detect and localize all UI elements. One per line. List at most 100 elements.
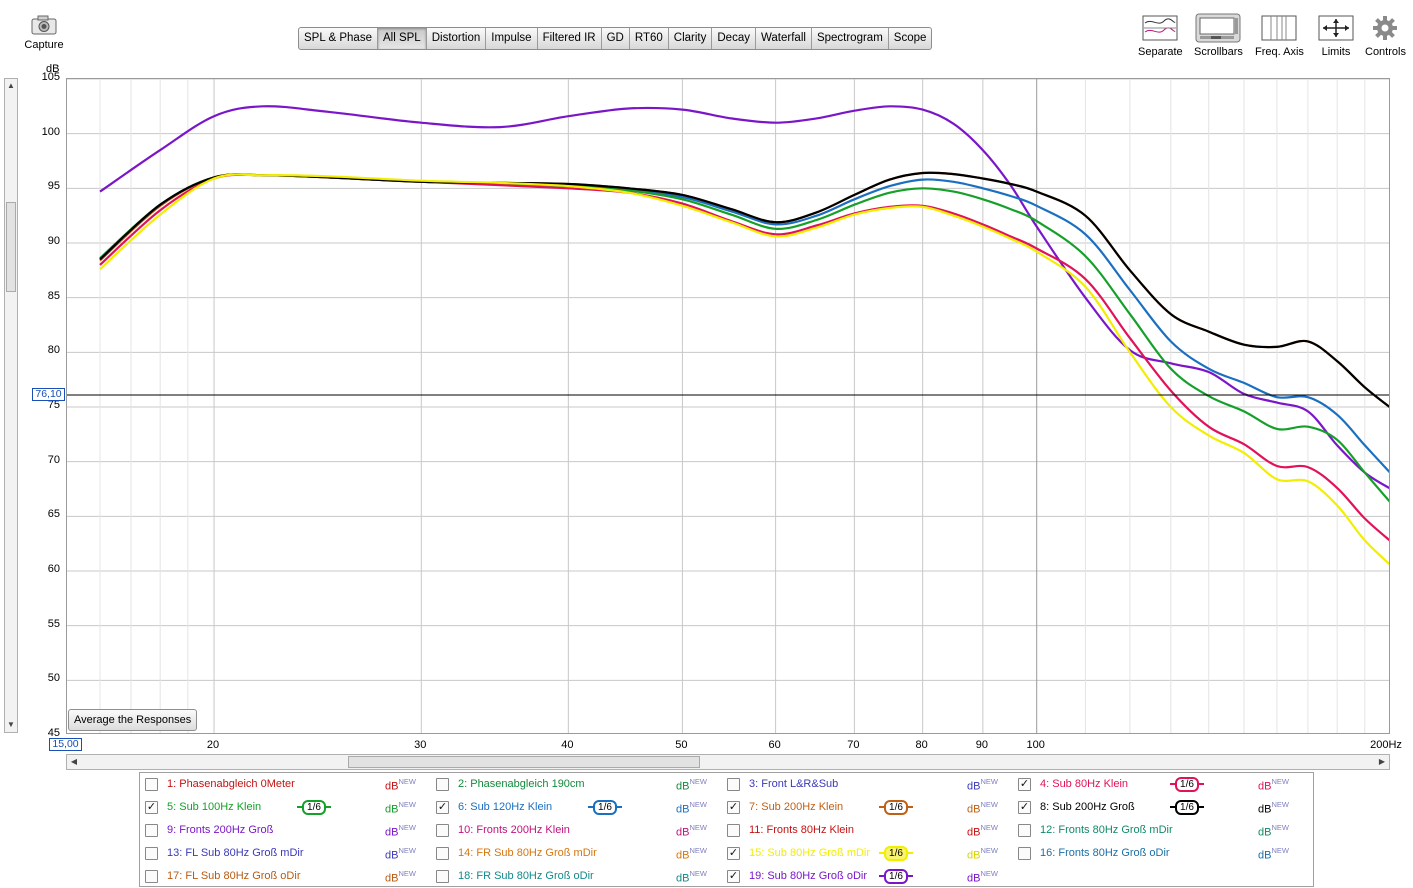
- db-new-indicator[interactable]: dBNEW: [385, 800, 416, 816]
- db-label: dB: [967, 803, 981, 816]
- db-new-indicator[interactable]: dBNEW: [385, 823, 416, 839]
- measurement-checkbox[interactable]: ✓: [727, 870, 740, 883]
- db-new-indicator[interactable]: dBNEW: [967, 800, 998, 816]
- db-new-indicator[interactable]: dBNEW: [676, 777, 707, 793]
- scroll-up-icon[interactable]: ▲: [7, 81, 15, 90]
- measurement-checkbox[interactable]: [727, 824, 740, 837]
- measurement-checkbox[interactable]: [436, 870, 449, 883]
- measurement-checkbox[interactable]: ✓: [727, 847, 740, 860]
- legend-item: 10: Fronts 200Hz Klein dBNEW: [436, 821, 721, 841]
- db-new-indicator[interactable]: dBNEW: [1258, 777, 1289, 793]
- measurement-name[interactable]: 2: Phasenabgleich 190cm: [458, 778, 585, 790]
- tab-distortion[interactable]: Distortion: [427, 28, 487, 49]
- spl-plot[interactable]: [66, 78, 1390, 734]
- measurement-name[interactable]: 15: Sub 80Hz Groß mDir: [749, 847, 871, 859]
- measurement-name[interactable]: 1: Phasenabgleich 0Meter: [167, 778, 295, 790]
- db-new-indicator[interactable]: dBNEW: [967, 869, 998, 885]
- tab-gd[interactable]: GD: [602, 28, 630, 49]
- measurement-name[interactable]: 9: Fronts 200Hz Groß: [167, 824, 274, 836]
- db-new-indicator[interactable]: dBNEW: [676, 800, 707, 816]
- smoothing-indicator[interactable]: 1/6: [879, 846, 913, 861]
- tab-rt60[interactable]: RT60: [630, 28, 669, 49]
- measurement-name[interactable]: 3: Front L&R&Sub: [749, 778, 839, 790]
- tab-spl-phase[interactable]: SPL & Phase: [299, 28, 378, 49]
- scroll-right-icon[interactable]: ▶: [1378, 757, 1386, 766]
- horizontal-scrollbar[interactable]: ◀ ▶: [66, 754, 1390, 770]
- measurement-checkbox[interactable]: ✓: [727, 801, 740, 814]
- measurement-checkbox[interactable]: ✓: [436, 801, 449, 814]
- measurement-name[interactable]: 13: FL Sub 80Hz Groß mDir: [167, 847, 304, 859]
- measurement-name[interactable]: 10: Fronts 200Hz Klein: [458, 824, 570, 836]
- measurement-name[interactable]: 11: Fronts 80Hz Klein: [749, 824, 854, 836]
- measurement-name[interactable]: 12: Fronts 80Hz Groß mDir: [1040, 824, 1173, 836]
- tab-filtered-ir[interactable]: Filtered IR: [538, 28, 602, 49]
- measurement-name[interactable]: 8: Sub 200Hz Groß: [1040, 801, 1135, 813]
- tab-spectrogram[interactable]: Spectrogram: [812, 28, 889, 49]
- measurement-name[interactable]: 19: Sub 80Hz Groß oDir: [749, 870, 867, 882]
- y-tick-label: 75: [47, 399, 60, 411]
- smoothing-indicator[interactable]: 1/6: [879, 800, 913, 815]
- measurement-checkbox[interactable]: [436, 778, 449, 791]
- tab-decay[interactable]: Decay: [712, 28, 756, 49]
- limits-button[interactable]: Limits: [1318, 14, 1354, 58]
- average-responses-button[interactable]: Average the Responses: [68, 709, 198, 731]
- measurement-checkbox[interactable]: [436, 847, 449, 860]
- measurement-checkbox[interactable]: [727, 778, 740, 791]
- smoothing-label: 1/6: [1175, 800, 1199, 815]
- tab-waterfall[interactable]: Waterfall: [756, 28, 812, 49]
- controls-button[interactable]: Controls: [1365, 14, 1406, 58]
- measurement-name[interactable]: 17: FL Sub 80Hz Groß oDir: [167, 870, 301, 882]
- measurement-checkbox[interactable]: [1018, 824, 1031, 837]
- vertical-scroll-thumb[interactable]: [6, 202, 16, 292]
- db-new-indicator[interactable]: dBNEW: [1258, 846, 1289, 862]
- smoothing-indicator[interactable]: 1/6: [588, 800, 622, 815]
- db-new-indicator[interactable]: dBNEW: [676, 846, 707, 862]
- smoothing-indicator[interactable]: 1/6: [879, 869, 913, 884]
- db-new-indicator[interactable]: dBNEW: [676, 823, 707, 839]
- separate-button[interactable]: Separate: [1138, 14, 1183, 58]
- scroll-down-icon[interactable]: ▼: [7, 720, 15, 729]
- measurement-name[interactable]: 16: Fronts 80Hz Groß oDir: [1040, 847, 1170, 859]
- freq-axis-button[interactable]: Freq. Axis: [1255, 14, 1304, 58]
- measurement-checkbox[interactable]: [145, 870, 158, 883]
- db-new-indicator[interactable]: dBNEW: [967, 777, 998, 793]
- measurement-checkbox[interactable]: ✓: [1018, 778, 1031, 791]
- cursor-value[interactable]: 76,10: [32, 388, 65, 401]
- measurement-name[interactable]: 5: Sub 100Hz Klein: [167, 801, 262, 813]
- scrollbars-label: Scrollbars: [1194, 46, 1243, 58]
- db-new-indicator[interactable]: dBNEW: [967, 823, 998, 839]
- tab-clarity[interactable]: Clarity: [669, 28, 713, 49]
- db-new-indicator[interactable]: dBNEW: [1258, 823, 1289, 839]
- db-new-indicator[interactable]: dBNEW: [385, 777, 416, 793]
- smoothing-indicator[interactable]: 1/6: [297, 800, 331, 815]
- db-new-indicator[interactable]: dBNEW: [676, 869, 707, 885]
- scrollbars-button[interactable]: Scrollbars: [1194, 13, 1243, 58]
- measurement-name[interactable]: 6: Sub 120Hz Klein: [458, 801, 553, 813]
- measurement-checkbox[interactable]: [436, 824, 449, 837]
- measurement-name[interactable]: 14: FR Sub 80Hz Groß mDir: [458, 847, 597, 859]
- measurement-checkbox[interactable]: ✓: [1018, 801, 1031, 814]
- db-new-indicator[interactable]: dBNEW: [967, 846, 998, 862]
- measurement-checkbox[interactable]: [145, 824, 158, 837]
- measurement-checkbox[interactable]: ✓: [145, 801, 158, 814]
- scroll-left-icon[interactable]: ◀: [70, 757, 78, 766]
- smoothing-indicator[interactable]: 1/6: [1170, 800, 1204, 815]
- measurement-checkbox[interactable]: [1018, 847, 1031, 860]
- db-new-indicator[interactable]: dBNEW: [1258, 800, 1289, 816]
- capture-button[interactable]: Capture: [22, 14, 66, 51]
- measurement-name[interactable]: 7: Sub 200Hz Klein: [749, 801, 844, 813]
- smoothing-indicator[interactable]: 1/6: [1170, 777, 1204, 792]
- measurement-checkbox[interactable]: [145, 778, 158, 791]
- tab-impulse[interactable]: Impulse: [486, 28, 538, 49]
- x-start-field[interactable]: 15,00: [49, 738, 82, 751]
- measurement-checkbox[interactable]: [145, 847, 158, 860]
- tab-scope[interactable]: Scope: [893, 32, 927, 44]
- vertical-scrollbar[interactable]: ▲ ▼: [4, 78, 18, 733]
- db-new-indicator[interactable]: dBNEW: [385, 869, 416, 885]
- measurement-name[interactable]: 4: Sub 80Hz Klein: [1040, 778, 1129, 790]
- db-new-indicator[interactable]: dBNEW: [385, 846, 416, 862]
- horizontal-scroll-thumb[interactable]: [348, 756, 700, 768]
- measurement-name[interactable]: 18: FR Sub 80Hz Groß oDir: [458, 870, 594, 882]
- tab-all-spl[interactable]: All SPL: [377, 28, 427, 49]
